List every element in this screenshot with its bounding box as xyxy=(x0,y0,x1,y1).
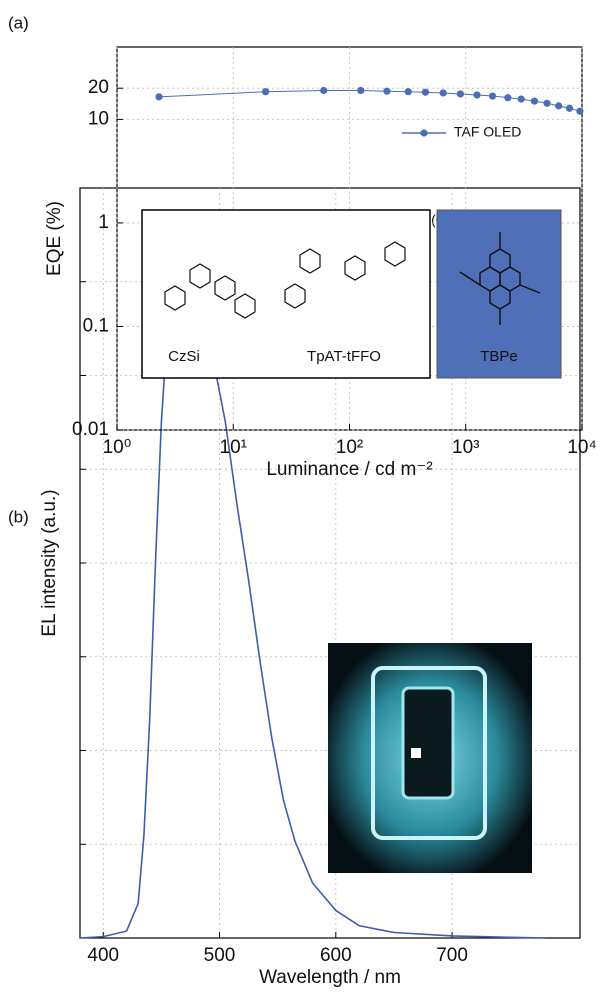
plot: 10⁰ 10¹ 10² 10³ 10⁴ 0.01 0.1 1 10 20 Luminance / c… xyxy=(44,46,597,480)
data-point xyxy=(555,102,563,110)
panel-label: (b) xyxy=(8,507,29,526)
data-point xyxy=(504,94,512,102)
x-tick-label: 500 xyxy=(204,945,236,966)
legend-marker xyxy=(420,129,428,137)
annotation: TpAT-tFFO xyxy=(307,348,381,365)
y-tick-label: 10 xyxy=(88,108,109,129)
x-tick-label: 600 xyxy=(320,945,352,966)
plot: 400 500 600 700 Wavelength / nm EL intensity … xyxy=(39,187,581,988)
y-tick-label: 1 xyxy=(98,212,109,233)
data-point xyxy=(473,91,481,99)
data-line xyxy=(159,90,581,112)
structure-inset: CzSi TpAT-tFFO TBPe xyxy=(141,209,562,379)
legend-label: TAF OLED xyxy=(454,124,521,140)
data-point xyxy=(565,104,574,112)
data-point xyxy=(404,88,412,96)
panel-label: (a) xyxy=(8,13,29,32)
data-point xyxy=(421,88,430,96)
data-point xyxy=(543,99,551,107)
data-point xyxy=(517,95,525,103)
x-tick-label: 10⁰ xyxy=(103,437,132,458)
inset-box xyxy=(436,209,562,379)
data-point xyxy=(155,93,163,101)
x-tick-label: 10¹ xyxy=(220,437,247,458)
x-axis-label: Luminance / cd m⁻² xyxy=(266,459,432,480)
x-tick-label: 400 xyxy=(87,945,119,966)
y-axis-label: EL intensity (a.u.) xyxy=(39,489,60,636)
inset-box xyxy=(141,209,431,379)
y-axis-label: EQE (%) xyxy=(44,201,65,276)
data-point xyxy=(357,86,365,95)
data-point xyxy=(530,97,539,105)
data-point xyxy=(383,87,391,95)
device-photo xyxy=(328,643,532,873)
x-axis-label: Wavelength / nm xyxy=(259,967,401,988)
data-point xyxy=(576,107,584,115)
y-tick-label: 20 xyxy=(88,77,109,98)
x-tick-label: 10² xyxy=(336,437,363,458)
annotation: CzSi xyxy=(168,348,200,365)
x-tick-label: 10⁴ xyxy=(567,437,596,458)
data-point xyxy=(439,89,447,97)
molecule-sketch xyxy=(459,232,541,325)
y-tick-label: 0.01 xyxy=(72,419,109,440)
x-tick-label: 10³ xyxy=(452,437,479,458)
data-point xyxy=(488,92,497,100)
y-tick-label: 0.1 xyxy=(83,315,109,336)
data-point xyxy=(320,86,328,95)
annotation: TBPe xyxy=(480,348,518,365)
x-tick-label: 700 xyxy=(436,945,468,966)
data-point xyxy=(262,88,270,96)
data-point xyxy=(456,90,465,98)
molecule-sketch xyxy=(164,241,406,319)
